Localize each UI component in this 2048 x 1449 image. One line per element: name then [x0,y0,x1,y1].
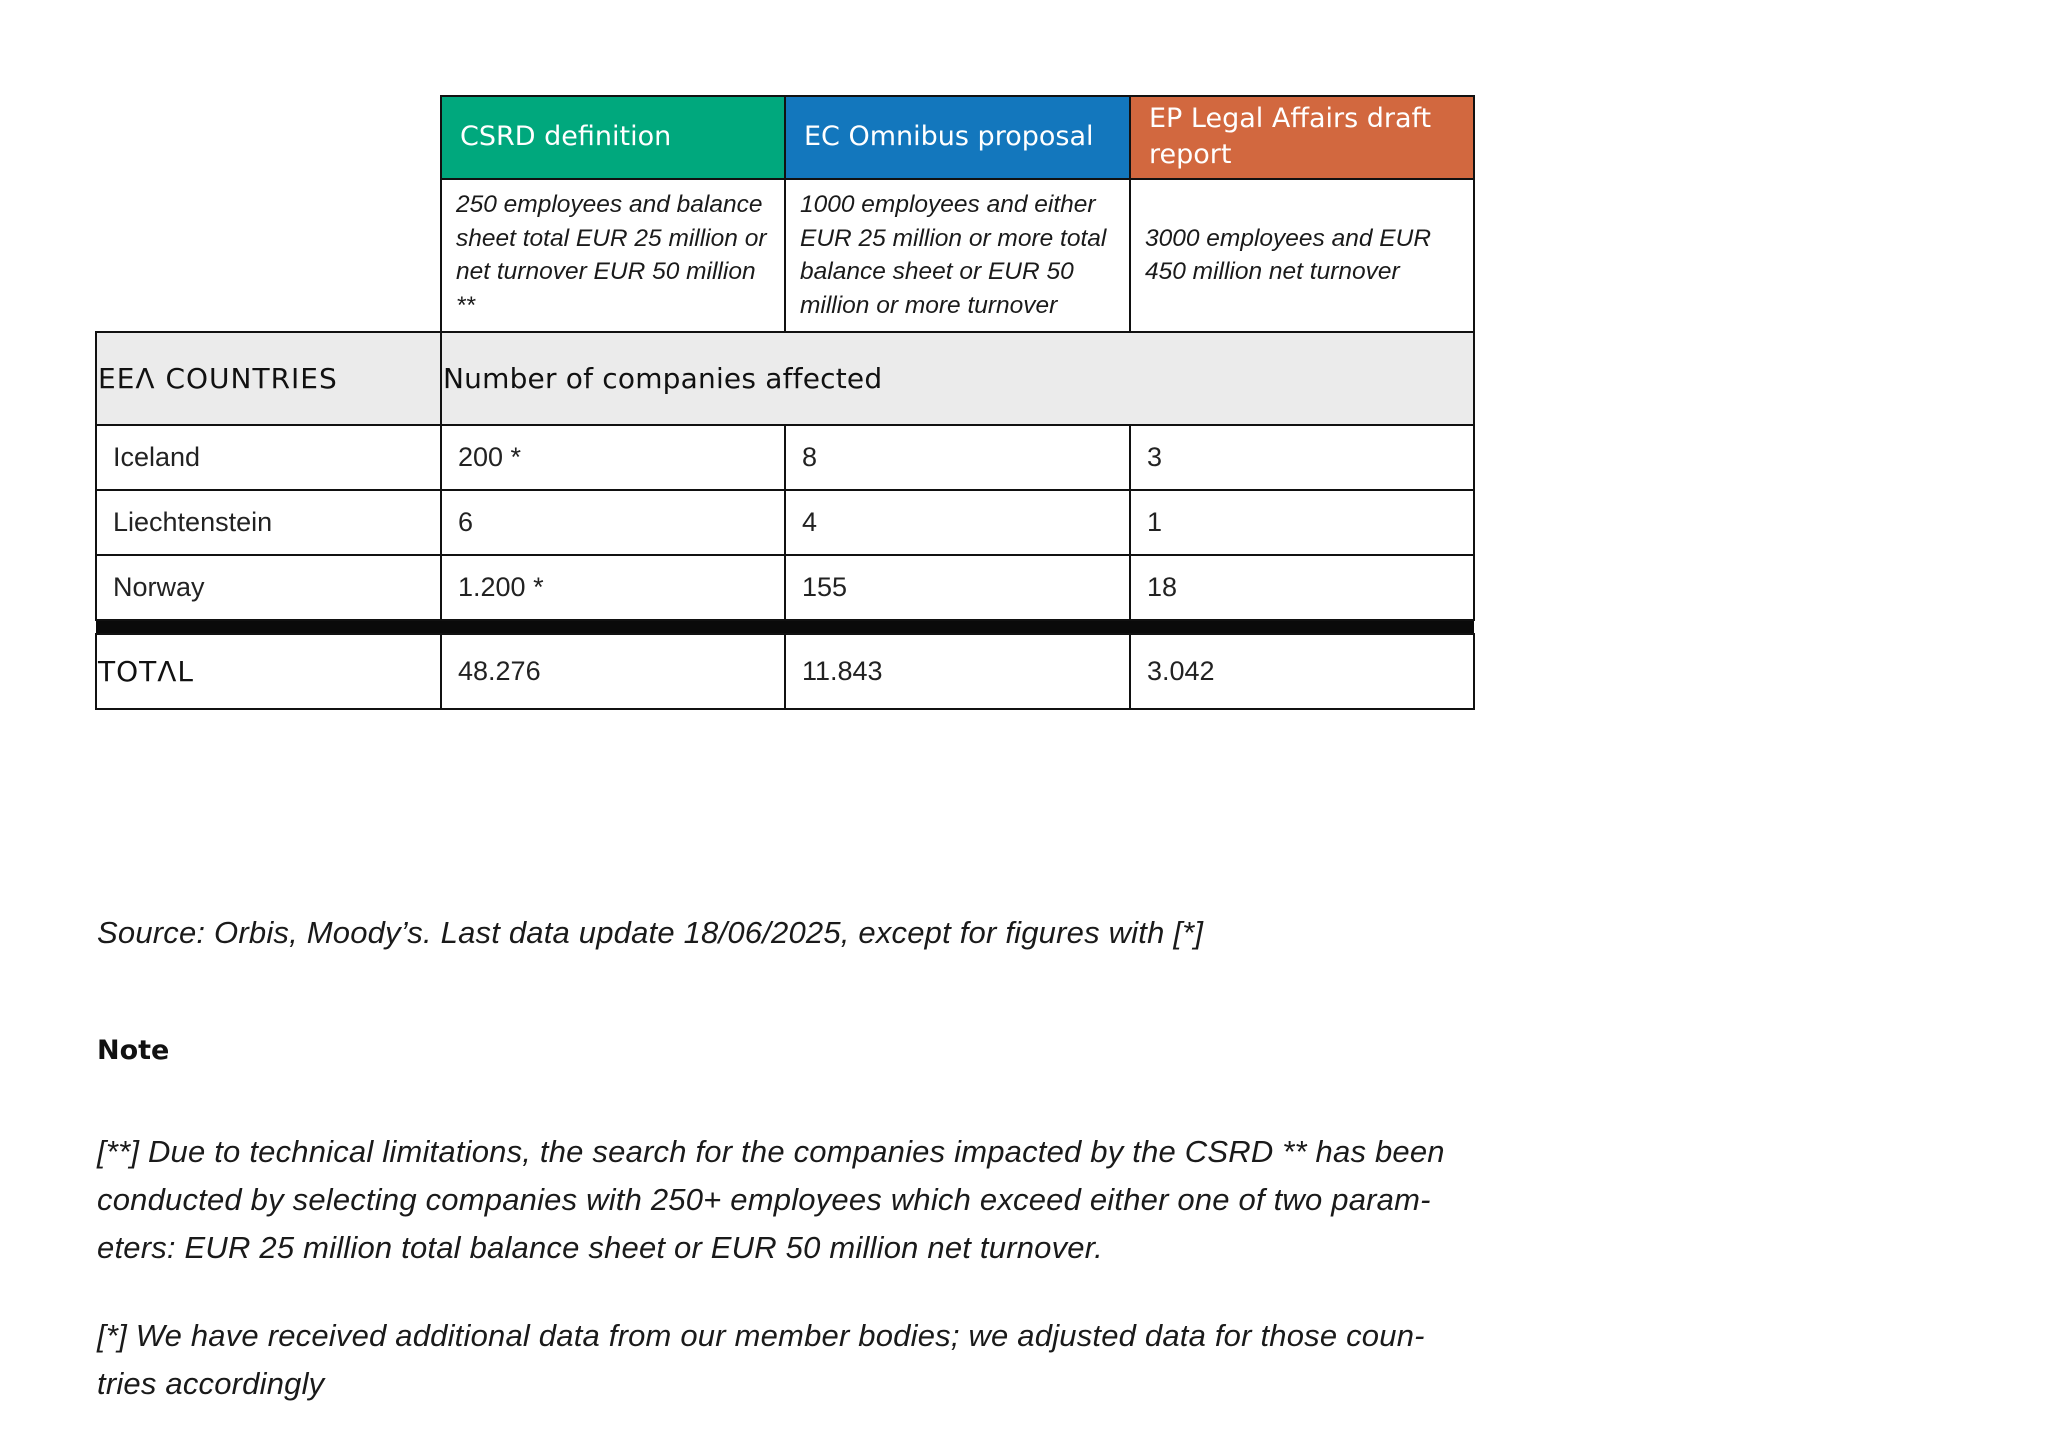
value-csrd: 200 * [440,424,786,492]
table-row: Liechtenstein 6 4 1 [95,489,1475,557]
note-paragraph-single-asterisk: [*] We have received additional data fro… [97,1312,1425,1408]
note-line: eters: EUR 25 million total balance shee… [97,1230,1103,1265]
note-line: conducted by selecting companies with 25… [97,1182,1431,1217]
value-ec-omnibus: 155 [784,554,1131,622]
value-ep-legal: 3 [1129,424,1475,492]
column-header-row: CSRD definition EC Omnibus proposal EP L… [96,95,1475,180]
value-ec-omnibus: 8 [784,424,1131,492]
note-heading: Note [97,1035,170,1066]
note-line: [*] We have received additional data fro… [97,1318,1425,1353]
thick-separator [96,620,1474,635]
companies-affected-table: CSRD definition EC Omnibus proposal EP L… [95,95,1475,711]
country-name: Liechtenstein [95,489,442,557]
value-csrd: 6 [440,489,786,557]
band-label-companies-affected: Number of companies affected [440,331,1475,427]
definition-ec-omnibus: 1000 employees and either EUR 25 million… [784,177,1131,334]
value-ep-legal: 18 [1129,554,1475,622]
note-paragraph-double-asterisk: [**] Due to technical limitations, the s… [97,1128,1445,1272]
total-ep-legal: 3.042 [1129,633,1475,711]
table-row: Norway 1.200 * 155 18 [95,554,1475,622]
note-line: [**] Due to technical limitations, the s… [97,1134,1445,1169]
total-ec-omnibus: 11.843 [784,633,1131,711]
definition-ep-legal: 3000 employees and EUR 450 million net t… [1129,177,1475,334]
row-header-eea-countries: EEΛ COUNTRIES [95,331,442,427]
table-row: Iceland 200 * 8 3 [95,424,1475,492]
value-csrd: 1.200 * [440,554,786,622]
country-name: Norway [95,554,442,622]
empty-corner-cell [96,96,441,179]
definition-csrd: 250 employees and balance sheet total EU… [440,177,786,334]
total-csrd: 48.276 [440,633,786,711]
total-row: TOTΛL 48.276 11.843 3.042 [95,633,1475,711]
country-name: Iceland [95,424,442,492]
value-ec-omnibus: 4 [784,489,1131,557]
empty-corner-cell [96,179,441,332]
band-row: EEΛ COUNTRIES Number of companies affect… [95,331,1475,427]
note-line: tries accordingly [97,1366,325,1401]
column-header-ep-legal: EP Legal Affairs draft report [1129,95,1475,180]
column-header-csrd: CSRD definition [440,95,786,180]
source-line: Source: Orbis, Moody’s. Last data update… [97,915,1204,950]
separator-bar [96,620,1474,635]
column-header-ec-omnibus: EC Omnibus proposal [784,95,1131,180]
value-ep-legal: 1 [1129,489,1475,557]
total-label: TOTΛL [95,633,442,711]
definition-row: 250 employees and balance sheet total EU… [96,177,1475,334]
